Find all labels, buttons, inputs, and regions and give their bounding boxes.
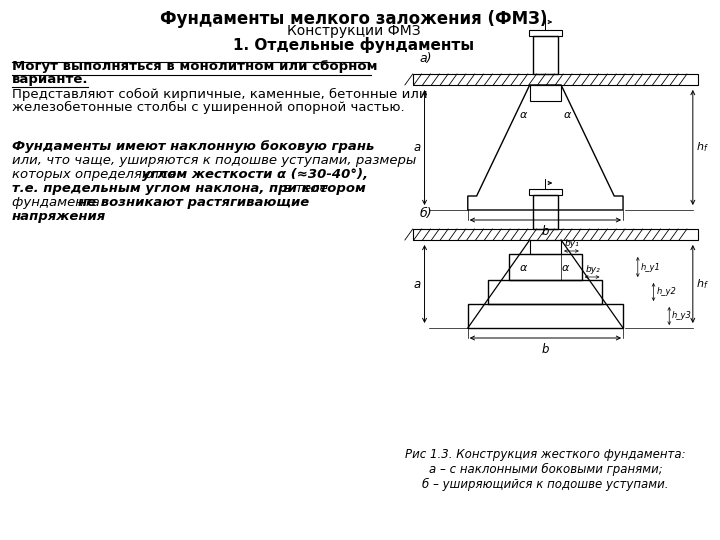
Text: a: a	[413, 141, 420, 154]
Text: 1. Отдельные фундаменты: 1. Отдельные фундаменты	[233, 37, 474, 53]
Text: $h_f$: $h_f$	[696, 140, 708, 154]
Text: by₁: by₁	[565, 239, 580, 248]
Bar	[528, 189, 562, 195]
Text: б): б)	[420, 207, 432, 220]
Text: железобетонные столбы с уширенной опорной частью.: железобетонные столбы с уширенной опорно…	[12, 101, 405, 114]
Bar	[533, 36, 558, 74]
Text: Рис 1.3. Конструкция жесткого фундамента:
а – с наклонными боковыми гранями;
б –: Рис 1.3. Конструкция жесткого фундамента…	[405, 448, 685, 491]
Text: напряжения: напряжения	[12, 210, 106, 223]
Bar	[468, 304, 623, 328]
Bar	[413, 74, 698, 85]
Text: а): а)	[420, 52, 432, 65]
Bar	[533, 195, 558, 229]
Text: варианте.: варианте.	[12, 73, 89, 86]
Text: углом жесткости α (≈30-40°),: углом жесткости α (≈30-40°),	[142, 168, 367, 181]
Text: Фундаменты имеют наклонную боковую грань: Фундаменты имеют наклонную боковую грань	[12, 140, 374, 153]
Text: т.е. предельным углом наклона, при котором: т.е. предельным углом наклона, при котор…	[12, 182, 366, 195]
Text: a: a	[413, 278, 420, 291]
Bar	[413, 229, 698, 240]
Bar	[509, 254, 582, 280]
Text: Могут выполняться в монолитном или сборном: Могут выполняться в монолитном или сборн…	[12, 60, 377, 73]
Text: b: b	[541, 225, 549, 238]
Text: или, что чаще, уширяются к подошве уступами, размеры: или, что чаще, уширяются к подошве уступ…	[12, 154, 416, 167]
Text: α: α	[562, 263, 569, 273]
Text: $h_f$: $h_f$	[696, 277, 708, 291]
Text: h_y1: h_y1	[641, 262, 661, 272]
Text: Фундаменты мелкого заложения (ФМЗ): Фундаменты мелкого заложения (ФМЗ)	[160, 10, 547, 28]
Text: α: α	[563, 110, 571, 120]
Bar	[530, 85, 561, 101]
Text: h_y3: h_y3	[672, 312, 692, 321]
Text: α: α	[520, 110, 528, 120]
Text: фундамента: фундамента	[12, 196, 104, 209]
Text: Представляют собой кирпичные, каменные, бетонные или: Представляют собой кирпичные, каменные, …	[12, 88, 428, 101]
Bar	[488, 280, 603, 304]
Text: by₂: by₂	[585, 265, 600, 274]
Bar	[530, 240, 561, 254]
Text: .: .	[86, 210, 91, 223]
Text: b: b	[541, 343, 549, 356]
Bar	[528, 30, 562, 36]
Text: h_y2: h_y2	[657, 287, 676, 296]
Text: не возникают растягивающие: не возникают растягивающие	[78, 196, 309, 209]
Text: которых определяются: которых определяются	[12, 168, 180, 181]
Text: α: α	[520, 263, 528, 273]
Text: в теле: в теле	[279, 182, 328, 195]
Text: Конструкции ФМЗ: Конструкции ФМЗ	[287, 24, 420, 38]
